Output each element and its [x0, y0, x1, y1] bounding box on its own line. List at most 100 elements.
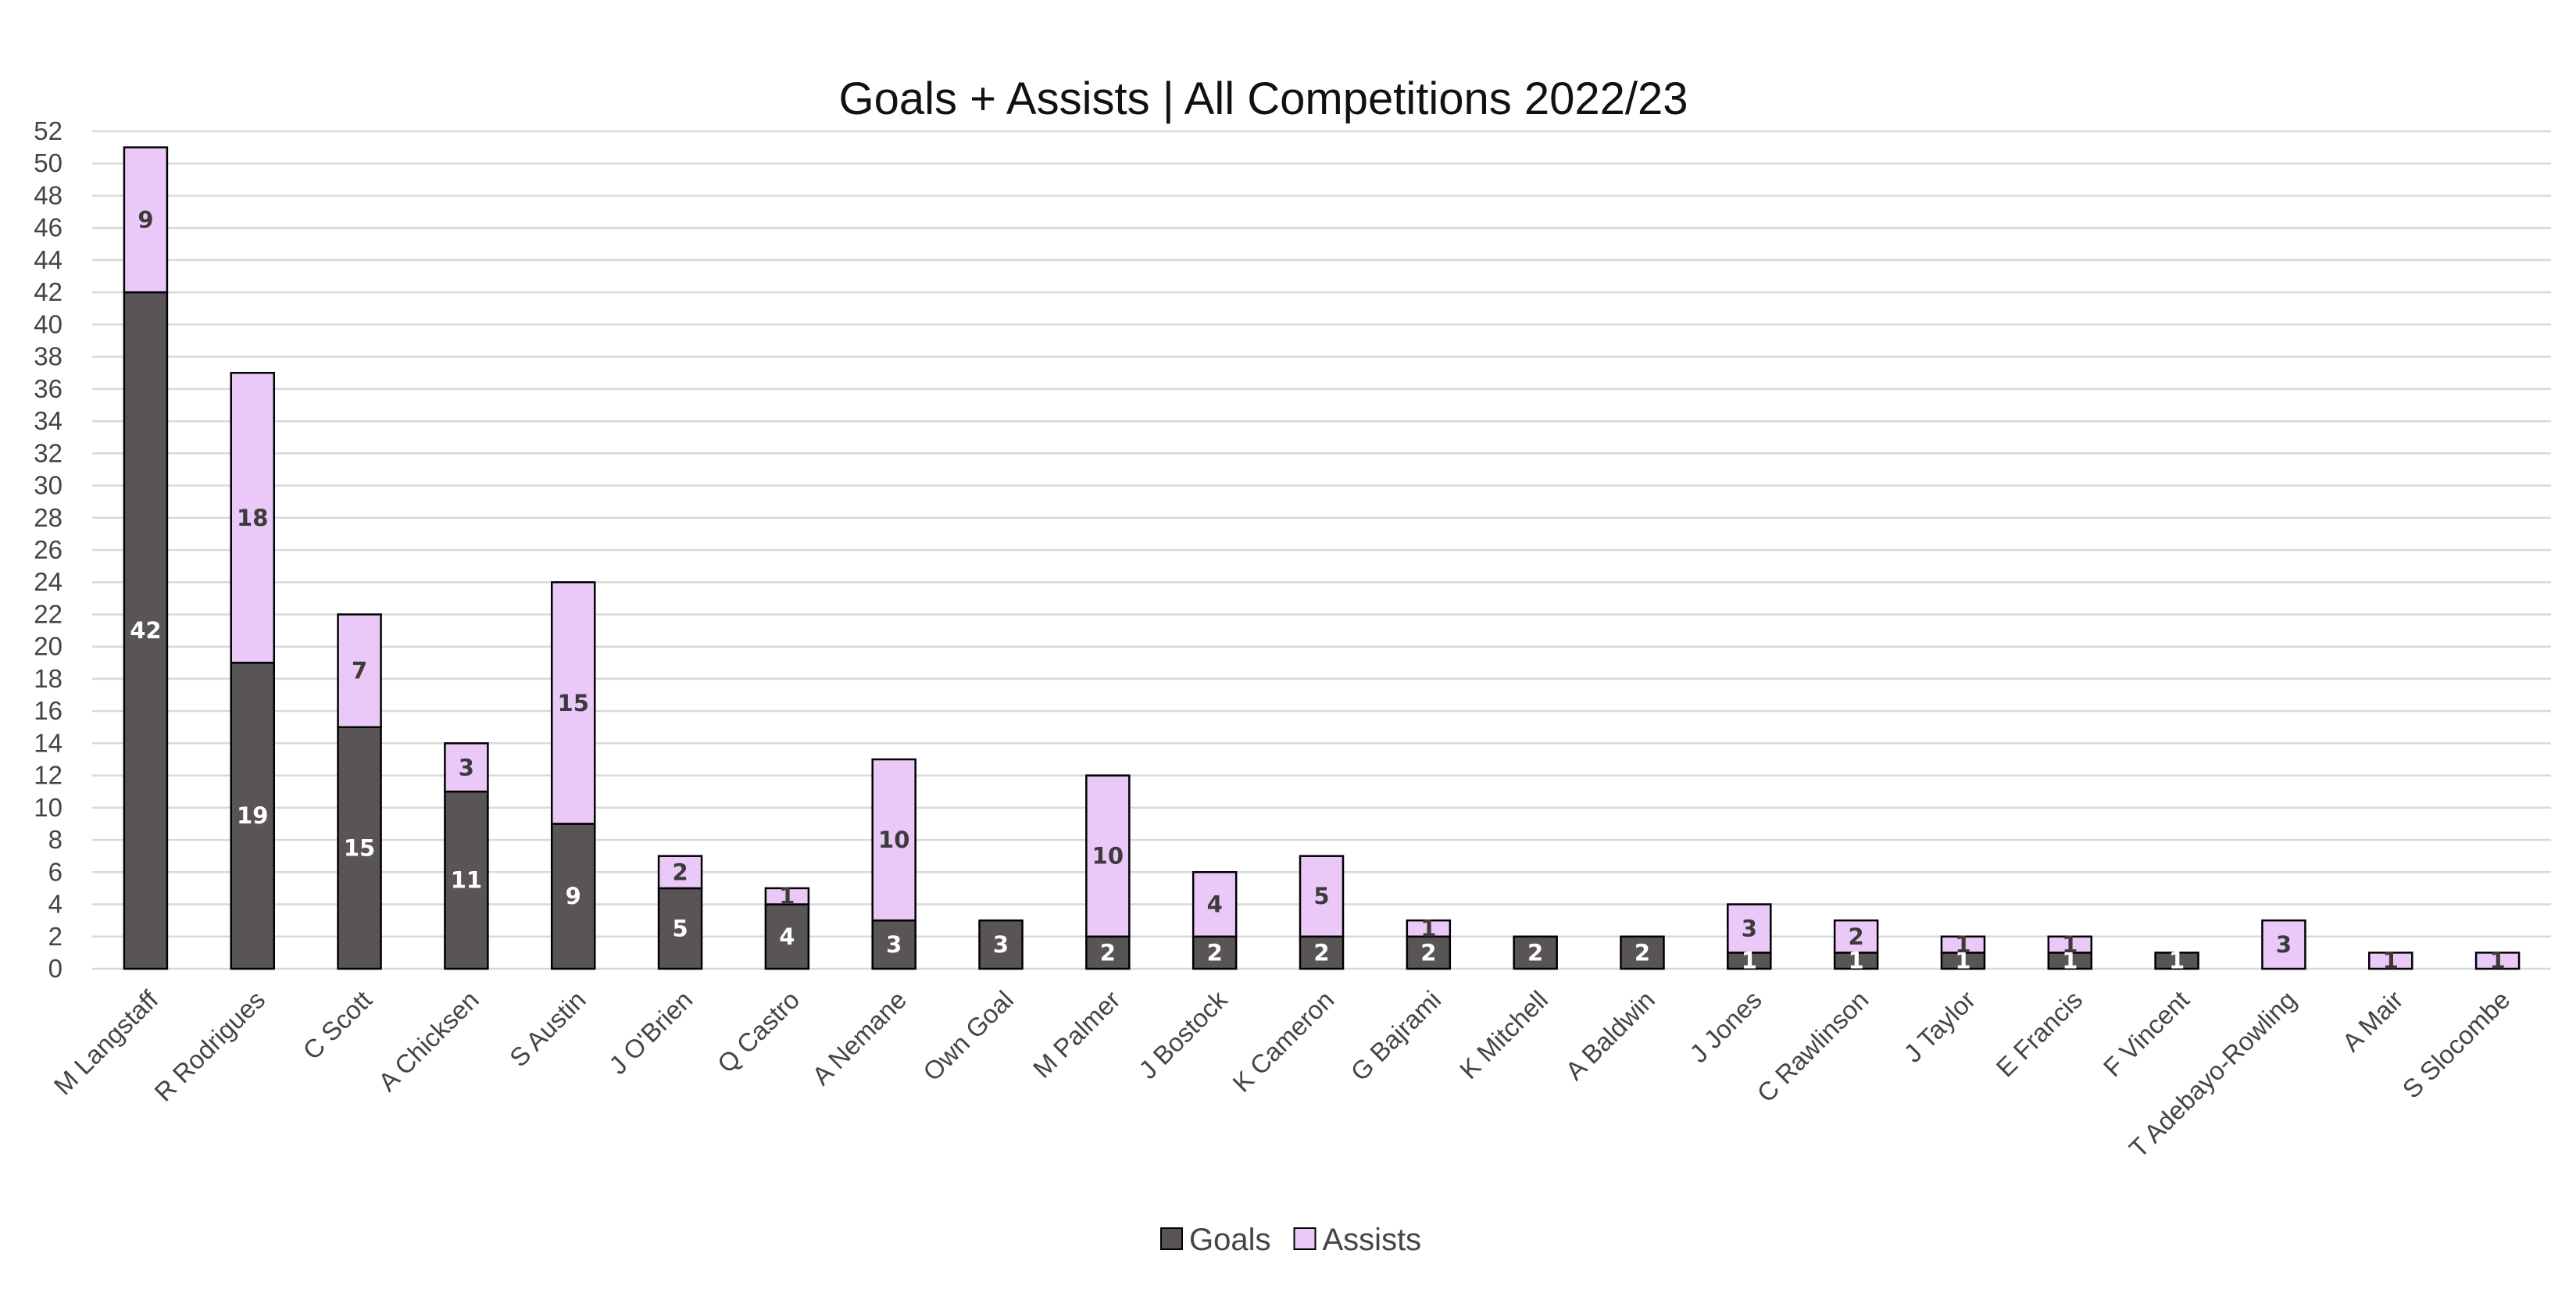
bar-assists-segment: [657, 855, 703, 890]
data-label-goals: 11: [451, 867, 482, 894]
gridlines: [92, 130, 2551, 970]
data-label-assists: 1: [2489, 948, 2505, 974]
legend-label-assists: Assists: [1323, 1223, 1422, 1257]
y-tick-label: 46: [34, 213, 63, 242]
data-label-assists: 3: [459, 754, 474, 780]
x-tick-label: C Scott: [297, 985, 377, 1066]
data-label-goals: 2: [1207, 939, 1223, 966]
bar-assists-segment: [1085, 774, 1131, 938]
x-tick-label: J O'Brien: [603, 985, 698, 1080]
bar-assists-segment: [1727, 903, 1772, 954]
x-tick-label: S Slocombe: [2397, 985, 2516, 1104]
data-label-goals: 1: [1849, 948, 1864, 974]
y-axis-ticks: 0246810121416182022242628303234363840424…: [34, 116, 63, 983]
legend-swatch-goals: [1160, 1227, 1183, 1250]
data-label-assists: 1: [2383, 948, 2399, 974]
data-label-goals: 9: [566, 883, 581, 909]
y-tick-label: 34: [34, 406, 63, 435]
y-tick-label: 0: [48, 954, 63, 983]
y-tick-label: 40: [34, 309, 63, 338]
bar-assists-segment: [2047, 935, 2093, 954]
x-tick-label: F Vincent: [2098, 985, 2195, 1082]
y-tick-label: 16: [34, 696, 63, 725]
data-label-assists: 7: [352, 658, 367, 684]
data-label-goals: 3: [886, 931, 902, 958]
x-tick-label: J Bostock: [1133, 984, 1233, 1084]
data-label-goals: 2: [1100, 939, 1116, 966]
data-label-goals: 15: [344, 834, 375, 861]
bar-goals-segment: [2154, 952, 2199, 970]
y-tick-label: 26: [34, 535, 63, 564]
x-tick-label: C Rawlinson: [1751, 985, 1874, 1108]
x-tick-label: Q Castro: [712, 985, 806, 1079]
data-label-goals: 1: [1955, 948, 1970, 974]
y-tick-label: 24: [34, 567, 63, 596]
x-tick-label: S Austin: [504, 985, 591, 1073]
data-label-assists: 4: [1207, 891, 1223, 918]
bar-assists-segment: [230, 371, 275, 664]
bar-goals-segment: [1620, 935, 1665, 970]
bar-assists-segment: [337, 613, 382, 729]
data-label-goals: 2: [1527, 939, 1543, 966]
x-tick-label: A Chicksen: [373, 985, 484, 1097]
y-tick-label: 38: [34, 342, 63, 371]
y-tick-label: 2: [48, 922, 63, 951]
x-tick-label: K Mitchell: [1454, 985, 1553, 1084]
y-tick-label: 22: [34, 599, 63, 628]
y-tick-label: 36: [34, 374, 63, 403]
legend-swatch-assists: [1293, 1227, 1317, 1250]
bar-assists-segment: [2368, 952, 2413, 970]
data-label-goals: 2: [1313, 939, 1329, 966]
data-label-assists: 5: [1313, 883, 1329, 909]
data-label-assists: 9: [138, 206, 153, 233]
bar-goals-segment: [657, 887, 703, 970]
data-label-goals: 42: [130, 617, 161, 644]
bar-assists-segment: [2474, 952, 2521, 970]
bar-assists-segment: [1833, 919, 1879, 954]
data-label-assists: 10: [1092, 843, 1124, 870]
data-label-goals: 1: [2062, 948, 2078, 974]
x-tick-label: Own Goal: [917, 985, 1019, 1087]
x-tick-label: J Taylor: [1898, 985, 1981, 1068]
data-label-goals: 1: [1742, 948, 1757, 974]
data-label-assists: 1: [1420, 915, 1436, 941]
bar-goals-segment: [978, 919, 1024, 970]
bar-assists-segment: [1406, 919, 1452, 938]
data-label-goals: 2: [1635, 939, 1650, 966]
bar-goals-segment: [1513, 935, 1558, 970]
y-tick-label: 52: [34, 116, 63, 145]
y-tick-label: 28: [34, 503, 63, 532]
x-tick-label: M Palmer: [1027, 985, 1126, 1084]
data-label-assists: 1: [1955, 931, 1970, 958]
y-tick-label: 14: [34, 728, 63, 757]
bar-goals-segment: [230, 662, 275, 970]
x-tick-label: K Cameron: [1227, 985, 1339, 1098]
y-tick-label: 50: [34, 148, 63, 177]
bar-goals-segment: [871, 919, 916, 970]
bar-goals-segment: [1299, 935, 1345, 970]
bar-assists-segment: [1192, 871, 1238, 938]
bar-goals-segment: [337, 726, 382, 970]
y-tick-label: 30: [34, 471, 63, 500]
data-label-assists: 1: [779, 883, 795, 909]
data-label-goals: 1: [2169, 948, 2185, 974]
x-tick-label: J Jones: [1684, 985, 1767, 1069]
bar-assists-segment: [444, 742, 489, 793]
y-tick-label: 4: [48, 890, 63, 919]
legend-label-goals: Goals: [1189, 1223, 1271, 1257]
bar-assists-segment: [2261, 919, 2306, 970]
x-tick-label: M Langstaff: [48, 984, 164, 1100]
bar-goals-segment: [550, 823, 596, 970]
y-tick-label: 6: [48, 857, 63, 886]
data-label-assists: 10: [878, 827, 909, 853]
bar-assists-segment: [1940, 935, 1986, 954]
x-tick-label: R Rodrigues: [148, 985, 270, 1107]
data-label-assists: 1: [2062, 931, 2078, 958]
bars: [123, 146, 2521, 970]
x-tick-label: E Francis: [1991, 985, 2088, 1083]
legend: Goals Assists: [1160, 1223, 1422, 1257]
chart-title: Goals + Assists | All Competitions 2022/…: [838, 73, 1688, 124]
y-tick-label: 12: [34, 761, 63, 790]
